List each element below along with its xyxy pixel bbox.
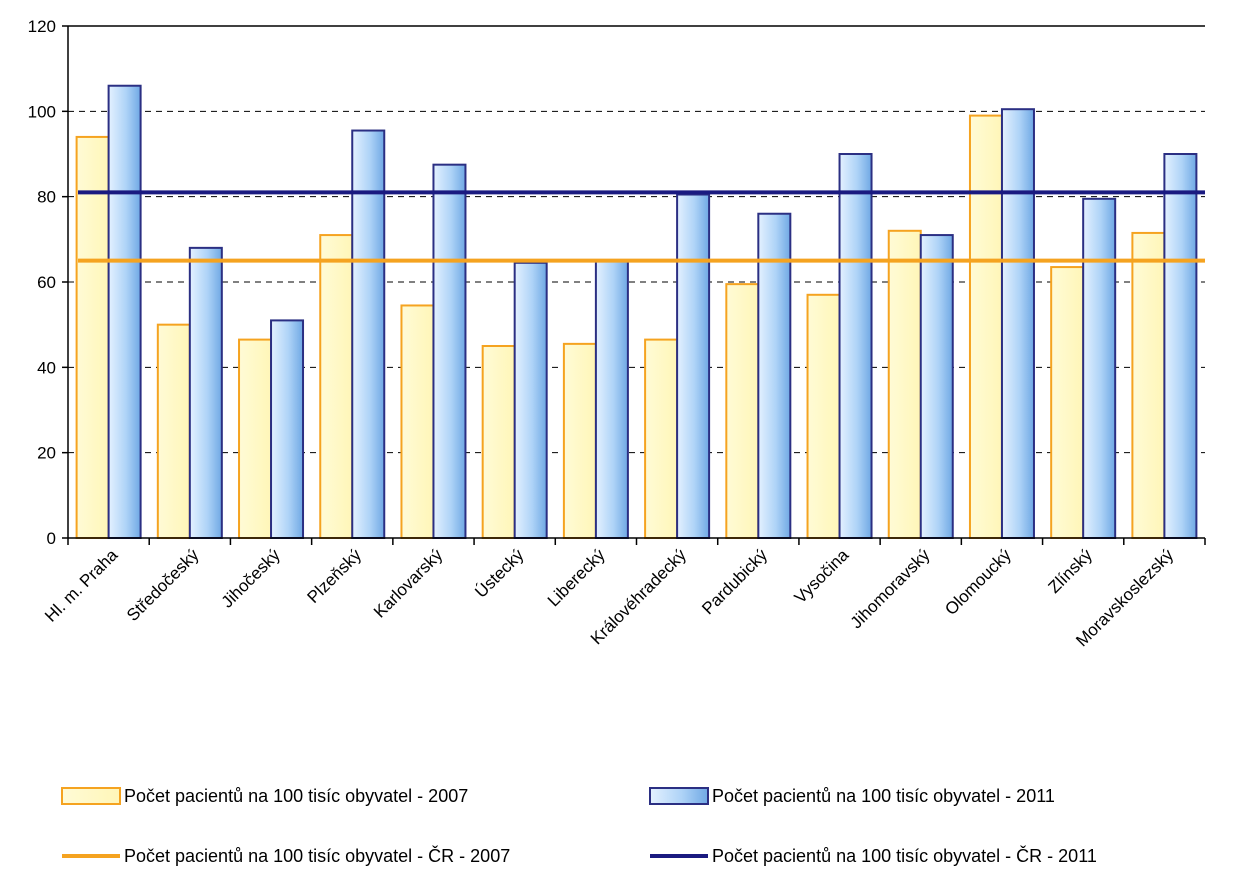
- bar-2011: [1000, 108, 1035, 539]
- legend-label-cr-2007: Počet pacientů na 100 tisíc obyvatel - Č…: [124, 845, 510, 866]
- y-tick-label: 80: [37, 188, 56, 207]
- y-tick-label: 120: [28, 17, 56, 36]
- bar-2011: [594, 259, 629, 539]
- bar-2007: [1131, 231, 1166, 540]
- x-tick-label: Zlínský: [1044, 545, 1096, 597]
- x-tick-label: Plzeňský: [304, 545, 366, 607]
- bar-2007: [806, 293, 841, 539]
- bars: [75, 84, 1198, 540]
- x-tick-label: Olomoucký: [941, 545, 1015, 619]
- bar-2011: [1082, 197, 1117, 540]
- y-tick-label: 60: [37, 273, 56, 292]
- x-tick-label: Ústecký: [471, 545, 528, 602]
- x-tick-label: Pardubický: [698, 545, 771, 618]
- legend-label-2011: Počet pacientů na 100 tisíc obyvatel - 2…: [712, 786, 1055, 806]
- legend-label-2007: Počet pacientů na 100 tisíc obyvatel - 2…: [124, 786, 468, 806]
- x-tick-label: Jihomoravský: [847, 545, 934, 632]
- bar-2011: [432, 163, 467, 540]
- bar-2007: [156, 323, 191, 539]
- bar-2011: [351, 129, 386, 540]
- reference-lines: [78, 190, 1205, 263]
- y-tick-label: 0: [47, 529, 56, 548]
- bar-2011: [1163, 153, 1198, 539]
- bar-2011: [676, 193, 711, 540]
- bar-2007: [1050, 266, 1085, 539]
- bar-2007: [75, 135, 110, 540]
- bar-2011: [513, 261, 548, 539]
- bar-2011: [270, 319, 305, 539]
- bar-2011: [107, 84, 142, 539]
- bar-2007: [400, 304, 435, 540]
- bar-2011: [838, 153, 873, 539]
- x-tick-label: Středočeský: [123, 545, 203, 625]
- x-tick-label: Liberecký: [544, 545, 609, 610]
- bar-2007: [238, 338, 273, 539]
- bar-2007: [644, 338, 679, 539]
- legend-label-cr-2011: Počet pacientů na 100 tisíc obyvatel - Č…: [712, 845, 1097, 866]
- bar-2007: [562, 342, 597, 539]
- y-tick-label: 20: [37, 444, 56, 463]
- legend-swatch-2011: [649, 787, 709, 805]
- x-tick-label: Hl. m. Praha: [41, 545, 122, 626]
- y-tick-label: 100: [28, 102, 56, 121]
- bar-2007: [887, 229, 922, 540]
- x-tick-label: Karlovarský: [370, 545, 447, 622]
- bar-2007: [481, 345, 516, 539]
- bar-2011: [188, 246, 223, 539]
- legend: Počet pacientů na 100 tisíc obyvatel - 2…: [61, 786, 1097, 866]
- x-tick-label: Jihočeský: [218, 545, 285, 612]
- legend-swatch-2007: [61, 787, 121, 805]
- bar-2011: [919, 234, 954, 539]
- y-tick-label: 40: [37, 358, 56, 377]
- bar-2007: [968, 114, 1003, 539]
- x-tick-label: Vysočina: [791, 545, 853, 607]
- bar-2007: [725, 283, 760, 539]
- bar-2007: [319, 234, 354, 539]
- axes: [62, 25, 1206, 545]
